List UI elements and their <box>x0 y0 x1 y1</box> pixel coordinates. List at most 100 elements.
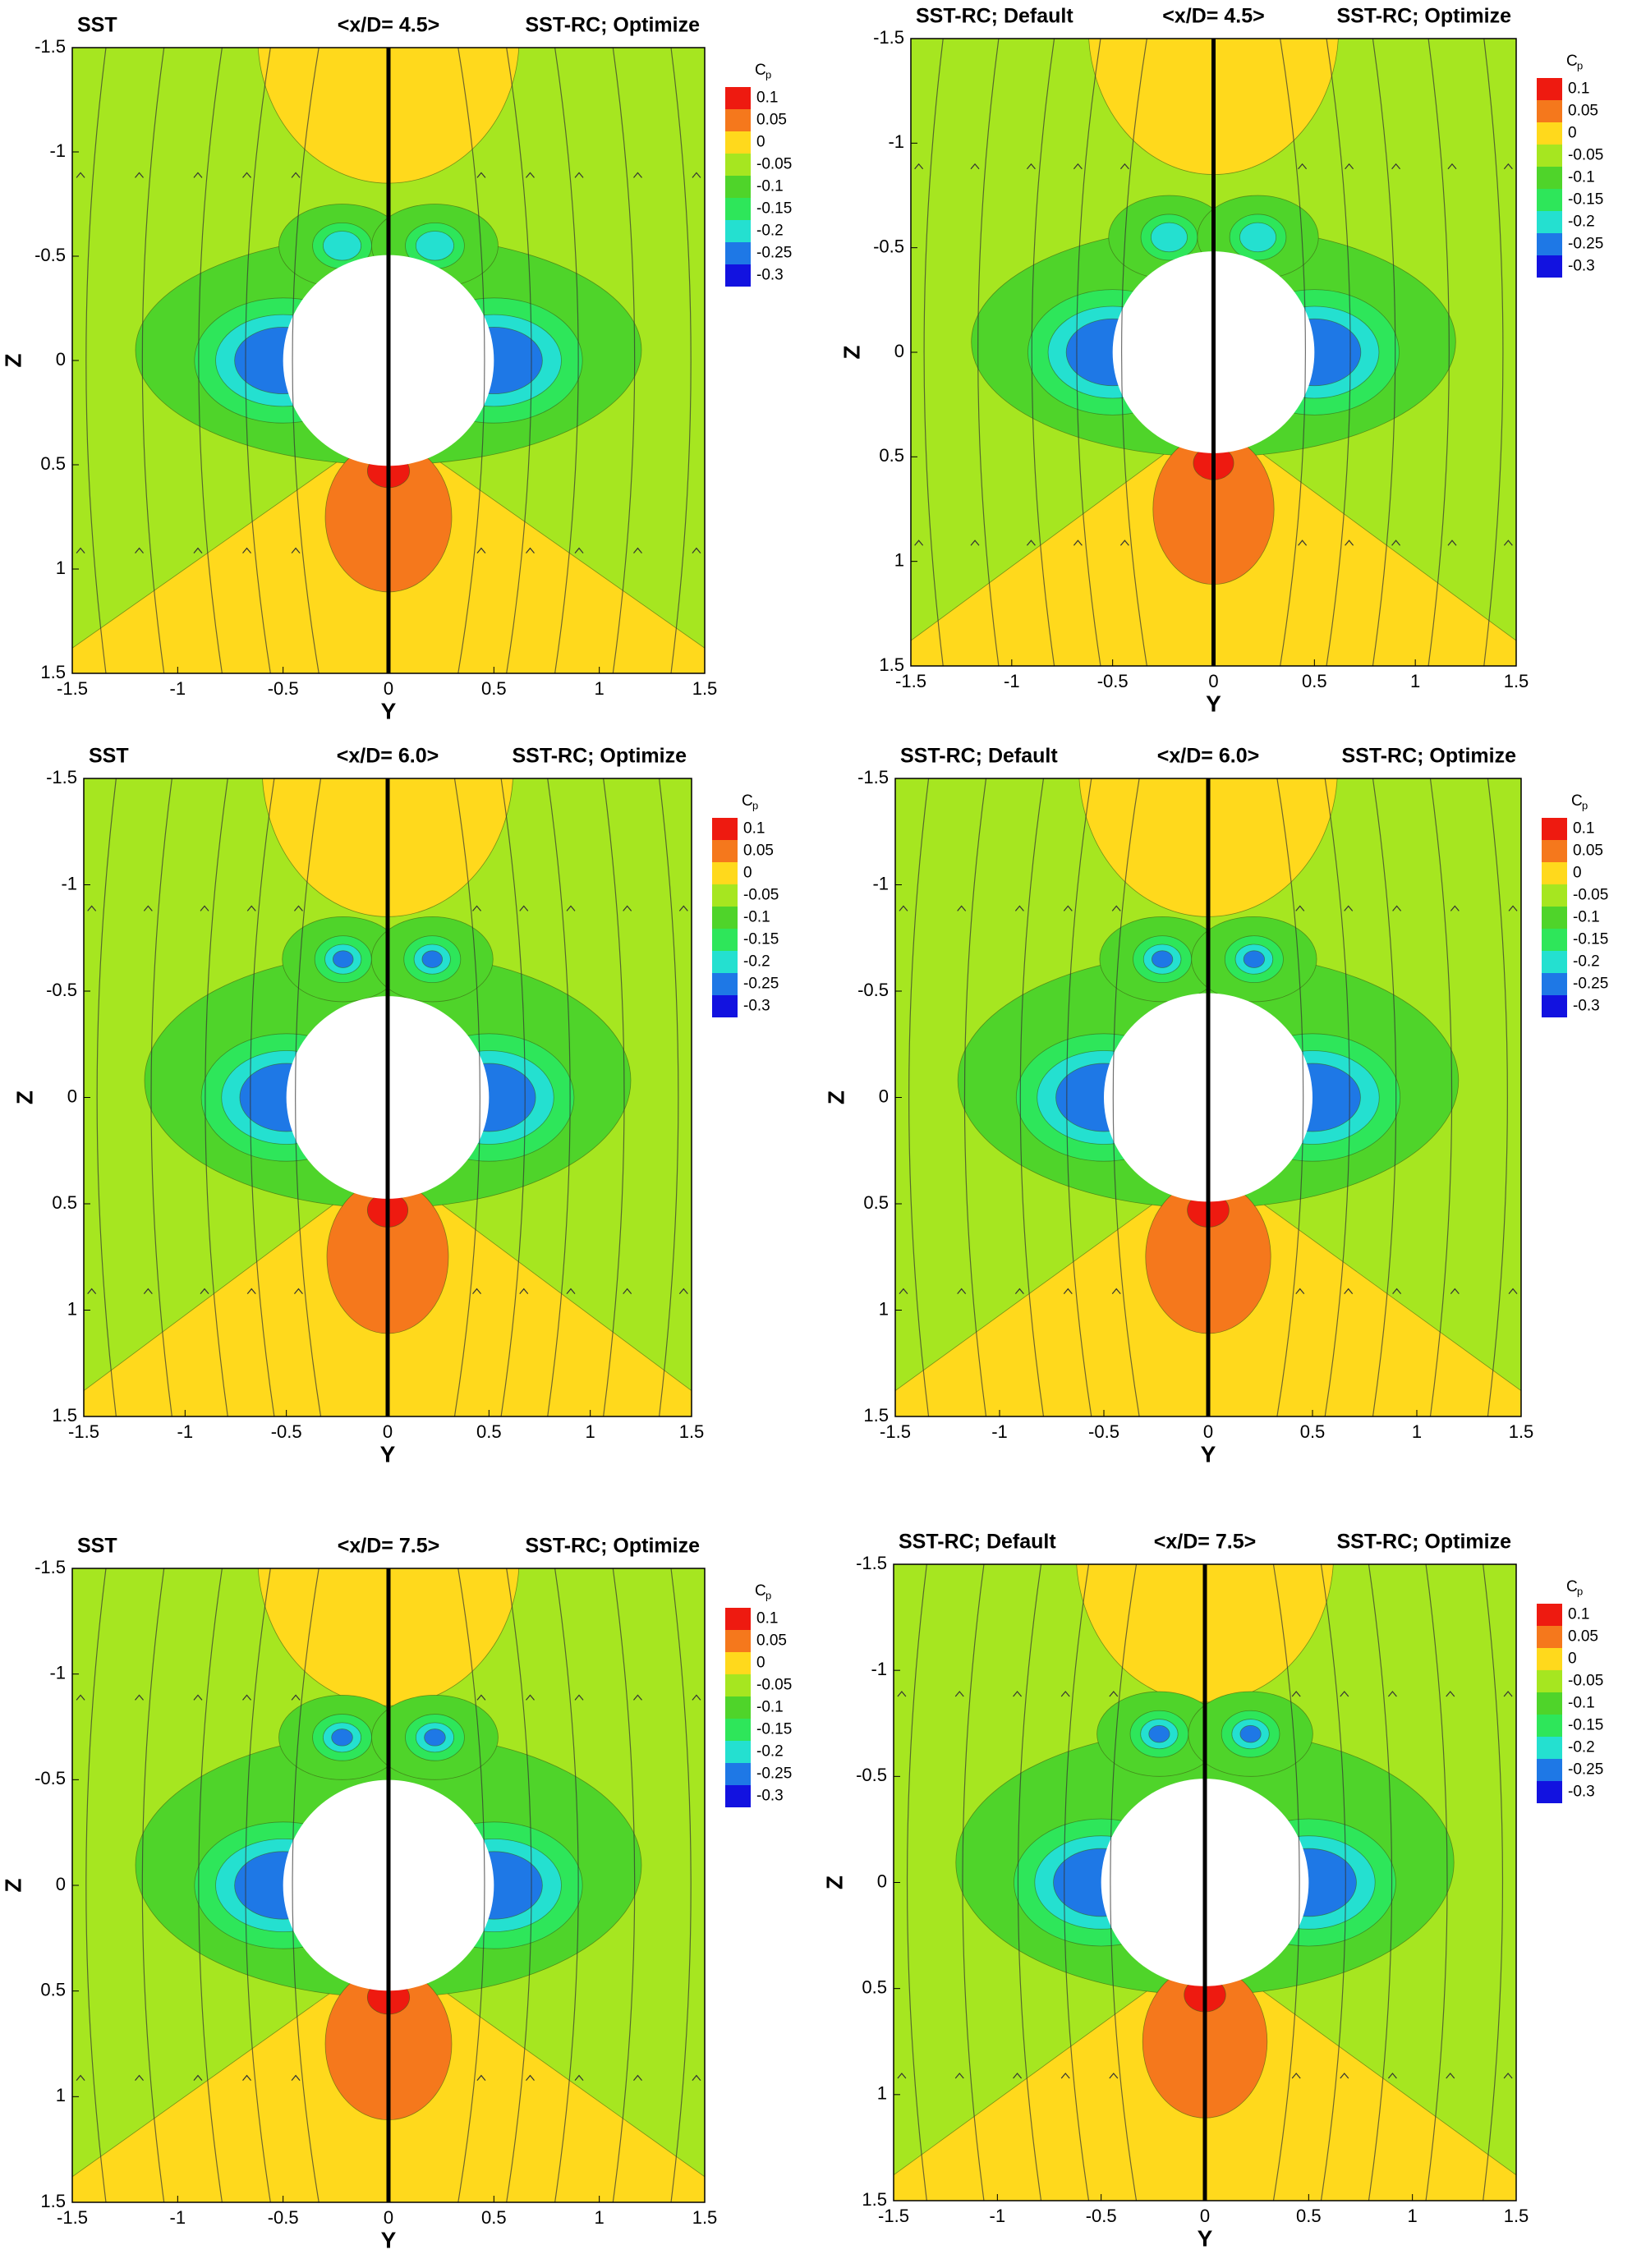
colorbar-swatch <box>725 87 751 109</box>
streamline-arrow <box>87 905 97 911</box>
x-tick-label: 0.5 <box>481 2207 507 2228</box>
streamline-arrow <box>692 2074 701 2081</box>
x-tick-label: 1 <box>586 1421 595 1442</box>
x-tick-label: 1.5 <box>1504 671 1529 691</box>
streamline <box>1110 1564 1138 2201</box>
streamline <box>457 1568 485 2202</box>
streamline-arrow <box>87 1288 97 1294</box>
colorbar-swatch <box>725 1741 751 1763</box>
panel-label-right: SST-RC; Optimize <box>1336 5 1511 28</box>
streamline-arrow <box>574 547 584 553</box>
streamline-arrow <box>692 1694 701 1701</box>
colorbar-swatch <box>725 131 751 154</box>
streamline <box>150 778 172 1416</box>
streamline <box>670 48 692 673</box>
x-axis-label: Y <box>381 698 397 723</box>
streamline-arrow <box>1291 1691 1301 1697</box>
colorbar-level: -0.05 <box>756 1677 792 1694</box>
streamline-arrow <box>291 1694 301 1701</box>
colorbar-level: -0.2 <box>756 1743 784 1761</box>
colorbar-level: 0.05 <box>756 112 787 129</box>
x-tick-label: 0.5 <box>1300 1421 1326 1442</box>
vortex-contour <box>1150 222 1188 253</box>
streamline-arrow <box>200 1288 209 1294</box>
streamline-arrow <box>143 905 153 911</box>
colorbar-level: 0.05 <box>756 1632 787 1650</box>
y-tick-label: 0 <box>894 341 904 361</box>
streamline-arrow <box>1392 905 1402 911</box>
streamline <box>1121 39 1147 666</box>
streamline-arrow <box>193 1694 203 1701</box>
streamline <box>670 1568 692 2202</box>
y-tick-label: 1 <box>879 1298 889 1319</box>
colorbar-level: -0.25 <box>1568 1761 1603 1779</box>
colorbar-level: -0.2 <box>1568 213 1595 231</box>
streamline <box>1372 778 1397 1416</box>
colorbar-swatch <box>712 995 738 1017</box>
streamline-arrow <box>1119 539 1129 546</box>
streamline <box>658 778 679 1416</box>
streamline-arrow <box>1503 2073 1513 2079</box>
colorbar-swatch <box>1537 211 1562 233</box>
colorbar-level: 0.1 <box>1568 1606 1589 1623</box>
colorbar-level: -0.1 <box>743 909 770 926</box>
y-tick-label: -1.5 <box>873 27 904 48</box>
streamline-arrow <box>1111 1288 1121 1294</box>
colorbar-swatch <box>725 176 751 198</box>
colorbar-swatch <box>1537 1692 1562 1715</box>
y-tick-label: 0 <box>877 1871 887 1891</box>
panel-label-left: SST-RC; Default <box>900 745 1058 768</box>
streamline-arrow <box>1503 539 1513 546</box>
colorbar-label-sub: p <box>752 799 758 811</box>
streamline <box>1326 39 1351 666</box>
colorbar-swatch <box>1542 995 1567 1017</box>
y-tick-label: -1 <box>49 140 66 161</box>
x-tick-label: 1.5 <box>679 1421 705 1442</box>
x-tick-label: 1 <box>1410 671 1420 691</box>
streamline-arrow <box>914 163 924 170</box>
streamline-arrow <box>526 2074 535 2081</box>
panel-title: <x/D= 4.5> <box>1162 5 1264 28</box>
streamline-arrow <box>200 905 209 911</box>
streamline-arrow <box>143 1288 153 1294</box>
colorbar-label-sub: p <box>1577 1585 1583 1597</box>
streamline-arrow <box>574 1694 584 1701</box>
colorbar-level: -0.2 <box>1568 1739 1595 1756</box>
streamline <box>85 1568 107 2202</box>
colorbar-label: C <box>1566 1578 1578 1595</box>
streamline-arrow <box>1345 539 1354 546</box>
streamline-arrow <box>291 547 301 553</box>
streamline-arrow <box>1344 1288 1354 1294</box>
streamline-arrow <box>1014 905 1024 911</box>
streamline-arrow <box>1446 2073 1455 2079</box>
colorbar-swatch <box>1542 884 1567 907</box>
streamline-arrow <box>135 2074 144 2081</box>
streamline-arrow <box>1060 2073 1070 2079</box>
streamline-arrow <box>135 1694 144 1701</box>
y-axis-label: Z <box>821 1875 847 1889</box>
streamline <box>1324 778 1350 1416</box>
streamline-arrow <box>957 905 967 911</box>
x-tick-label: 1 <box>1412 1421 1422 1442</box>
streamline-arrow <box>1392 1288 1402 1294</box>
streamline-arrow <box>899 905 908 911</box>
x-tick-label: -1.5 <box>895 671 926 691</box>
colorbar-swatch <box>725 1674 751 1696</box>
streamline <box>506 1568 532 2202</box>
colorbar-level: -0.3 <box>1573 998 1600 1015</box>
streamline-arrow <box>242 172 251 178</box>
streamline-arrow <box>566 1288 576 1294</box>
x-tick-label: -0.5 <box>271 1421 302 1442</box>
panel-label-right: SST-RC; Optimize <box>1336 1531 1511 1554</box>
colorbar-level: 0.1 <box>756 1610 778 1628</box>
x-tick-label: 0.5 <box>1302 671 1327 691</box>
streamline <box>554 48 579 673</box>
panel-title: <x/D= 7.5> <box>1154 1531 1256 1554</box>
streamline-arrow <box>1060 1691 1070 1697</box>
colorbar-swatch <box>725 242 751 264</box>
streamline-arrow <box>526 172 535 178</box>
streamline <box>96 778 117 1416</box>
streamline <box>295 778 322 1416</box>
streamline-arrow <box>970 539 980 546</box>
